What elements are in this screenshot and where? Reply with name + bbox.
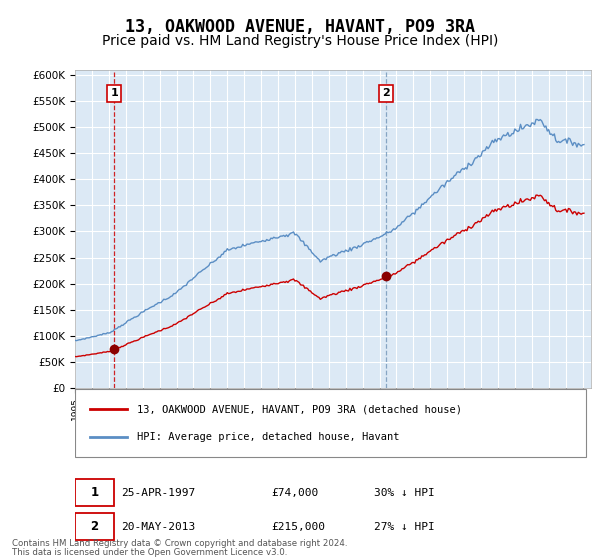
FancyBboxPatch shape	[75, 479, 114, 506]
Text: 20-MAY-2013: 20-MAY-2013	[121, 522, 196, 531]
Text: 2: 2	[90, 520, 98, 533]
Text: 13, OAKWOOD AVENUE, HAVANT, PO9 3RA: 13, OAKWOOD AVENUE, HAVANT, PO9 3RA	[125, 18, 475, 36]
Text: 13, OAKWOOD AVENUE, HAVANT, PO9 3RA (detached house): 13, OAKWOOD AVENUE, HAVANT, PO9 3RA (det…	[137, 404, 462, 414]
Text: 25-APR-1997: 25-APR-1997	[121, 488, 196, 498]
Text: £215,000: £215,000	[271, 522, 325, 531]
Text: HPI: Average price, detached house, Havant: HPI: Average price, detached house, Hava…	[137, 432, 400, 442]
FancyBboxPatch shape	[75, 389, 586, 457]
Text: 30% ↓ HPI: 30% ↓ HPI	[374, 488, 435, 498]
Text: £74,000: £74,000	[271, 488, 319, 498]
FancyBboxPatch shape	[75, 513, 114, 540]
Text: 27% ↓ HPI: 27% ↓ HPI	[374, 522, 435, 531]
Text: This data is licensed under the Open Government Licence v3.0.: This data is licensed under the Open Gov…	[12, 548, 287, 557]
Text: Contains HM Land Registry data © Crown copyright and database right 2024.: Contains HM Land Registry data © Crown c…	[12, 539, 347, 548]
Text: 1: 1	[110, 88, 118, 99]
Text: Price paid vs. HM Land Registry's House Price Index (HPI): Price paid vs. HM Land Registry's House …	[102, 34, 498, 48]
Text: 1: 1	[90, 486, 98, 500]
Text: 2: 2	[382, 88, 390, 99]
